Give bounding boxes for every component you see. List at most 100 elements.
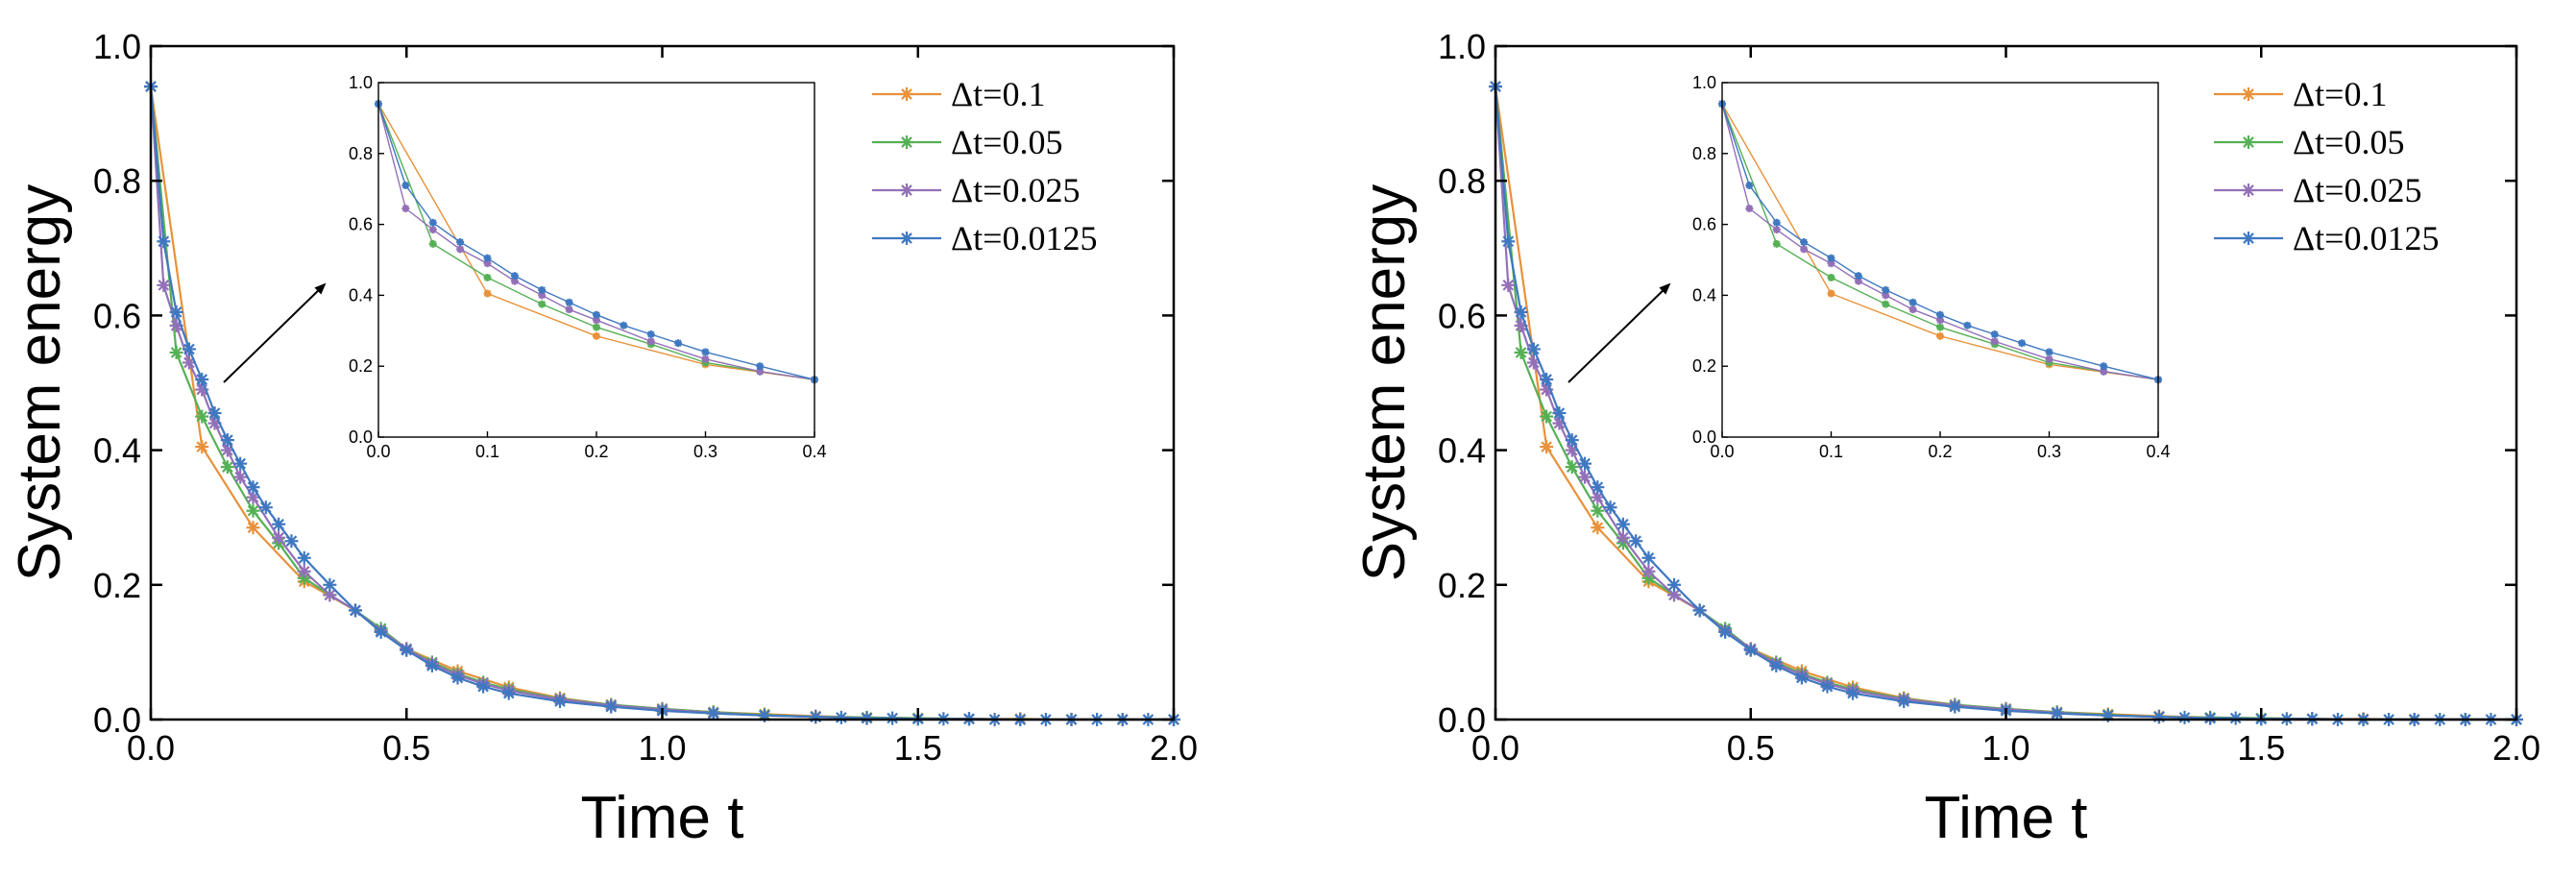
data-point-stroke bbox=[1502, 235, 1515, 248]
y-tick-label: 0.4 bbox=[1438, 431, 1486, 471]
data-point bbox=[809, 710, 823, 724]
inset-y-tick-label: 0.4 bbox=[1692, 285, 1716, 305]
y-axis-title: System energy bbox=[7, 184, 73, 582]
legend-label: Δt=0.05 bbox=[951, 123, 1062, 161]
data-point-stroke bbox=[1744, 644, 1757, 656]
data-point bbox=[182, 342, 196, 356]
data-point bbox=[2045, 348, 2054, 356]
data-point bbox=[2045, 354, 2054, 363]
data-point-stroke bbox=[429, 240, 437, 248]
x-tick-label: 1.5 bbox=[894, 728, 942, 768]
y-tick-label: 0.6 bbox=[1438, 296, 1486, 335]
data-point-stroke bbox=[1949, 700, 1961, 713]
data-point-stroke bbox=[2243, 232, 2254, 244]
chart-left: 0.0 0.5 1.0 1.5 2.0 0.0 0.2 0.4 0.6 0.8 1.0 Time t S… bbox=[7, 27, 1198, 851]
inset-y-tick-label: 0.4 bbox=[349, 285, 373, 305]
inset-x-tick-label: 0.4 bbox=[2146, 442, 2170, 461]
legend: Δt=0.1 Δt=0.05 Δt=0.025 Δt=0.0125 bbox=[872, 75, 1097, 257]
data-point bbox=[428, 239, 437, 248]
data-point bbox=[510, 272, 519, 281]
data-point-stroke bbox=[1541, 441, 1552, 452]
data-point bbox=[1897, 695, 1911, 709]
data-point-stroke bbox=[1579, 457, 1591, 470]
data-point-stroke bbox=[836, 712, 847, 723]
y-tick-label: 0.2 bbox=[93, 566, 141, 605]
data-point-stroke bbox=[183, 343, 195, 355]
data-point bbox=[246, 480, 260, 495]
inset-x-tick-label: 0.0 bbox=[366, 442, 390, 461]
data-point bbox=[501, 686, 516, 700]
data-point bbox=[1552, 406, 1567, 421]
data-point-stroke bbox=[1991, 330, 1999, 338]
data-point-stroke bbox=[208, 407, 221, 419]
data-point bbox=[1514, 305, 1528, 319]
data-point-stroke bbox=[2100, 368, 2107, 376]
data-point bbox=[756, 362, 765, 371]
data-point-stroke bbox=[1898, 696, 1910, 707]
data-point bbox=[195, 372, 209, 386]
data-point-stroke bbox=[375, 626, 387, 638]
data-point bbox=[1526, 342, 1541, 356]
data-point-stroke bbox=[887, 712, 898, 724]
data-point-stroke bbox=[170, 347, 182, 358]
inset-y-tick-label: 0.2 bbox=[1692, 356, 1716, 376]
data-point bbox=[646, 330, 655, 338]
data-point bbox=[1745, 204, 1754, 212]
inset-plot: 0.0 0.1 0.2 0.3 0.4 0.0 0.2 0.4 0.6 0.8 1.0 bbox=[1692, 73, 2171, 461]
data-point-stroke bbox=[1773, 240, 1781, 248]
data-point bbox=[1667, 577, 1682, 592]
data-point bbox=[860, 711, 874, 725]
y-tick-label: 0.4 bbox=[93, 431, 141, 471]
data-point bbox=[483, 273, 492, 281]
data-point bbox=[593, 331, 600, 340]
zoom-arrow bbox=[1567, 282, 1671, 383]
data-point-stroke bbox=[1936, 316, 1944, 324]
data-point bbox=[834, 710, 848, 724]
data-point-stroke bbox=[1502, 280, 1515, 291]
data-point bbox=[1540, 440, 1554, 454]
data-point bbox=[510, 277, 519, 285]
data-point-stroke bbox=[196, 374, 208, 385]
data-point bbox=[476, 679, 491, 694]
data-point-stroke bbox=[901, 184, 912, 196]
data-point-stroke bbox=[477, 680, 489, 693]
data-point bbox=[1616, 530, 1630, 545]
data-point-stroke bbox=[158, 280, 170, 291]
data-point-stroke bbox=[273, 518, 284, 530]
data-point bbox=[565, 305, 573, 314]
data-point bbox=[456, 238, 465, 247]
data-point-stroke bbox=[483, 289, 492, 298]
data-point-stroke bbox=[1908, 305, 1917, 313]
data-point-stroke bbox=[2243, 184, 2254, 196]
data-point bbox=[900, 183, 913, 197]
x-tick-label: 1.5 bbox=[2237, 728, 2285, 768]
data-point bbox=[1800, 245, 1809, 254]
inset-y-tick-label: 0.8 bbox=[349, 144, 373, 163]
legend-label: Δt=0.1 bbox=[2293, 75, 2387, 113]
inset-x-tick-label: 0.1 bbox=[1819, 442, 1843, 461]
y-tick-label: 0.0 bbox=[1438, 700, 1486, 740]
data-point-stroke bbox=[2045, 355, 2054, 363]
data-point bbox=[233, 456, 248, 471]
data-point-stroke bbox=[2018, 339, 2026, 347]
data-point bbox=[220, 460, 234, 475]
data-point-stroke bbox=[593, 332, 600, 340]
data-point-stroke bbox=[401, 644, 413, 656]
inset-x-tick-label: 0.0 bbox=[1710, 442, 1734, 461]
data-point-stroke bbox=[259, 501, 272, 514]
data-point bbox=[1514, 345, 1528, 359]
data-point-stroke bbox=[1796, 671, 1808, 684]
data-point-stroke bbox=[1515, 306, 1527, 318]
data-point bbox=[1769, 658, 1784, 672]
data-point bbox=[401, 204, 410, 212]
data-point bbox=[1936, 331, 1944, 340]
data-point bbox=[272, 530, 286, 545]
data-point-stroke bbox=[1592, 522, 1604, 534]
data-point-stroke bbox=[1936, 311, 1944, 319]
inset-x-tick-label: 0.4 bbox=[802, 442, 826, 461]
x-tick-label: 1.0 bbox=[1981, 728, 2029, 768]
data-point-stroke bbox=[1847, 687, 1859, 699]
data-point bbox=[1501, 234, 1516, 249]
data-point bbox=[425, 658, 439, 672]
